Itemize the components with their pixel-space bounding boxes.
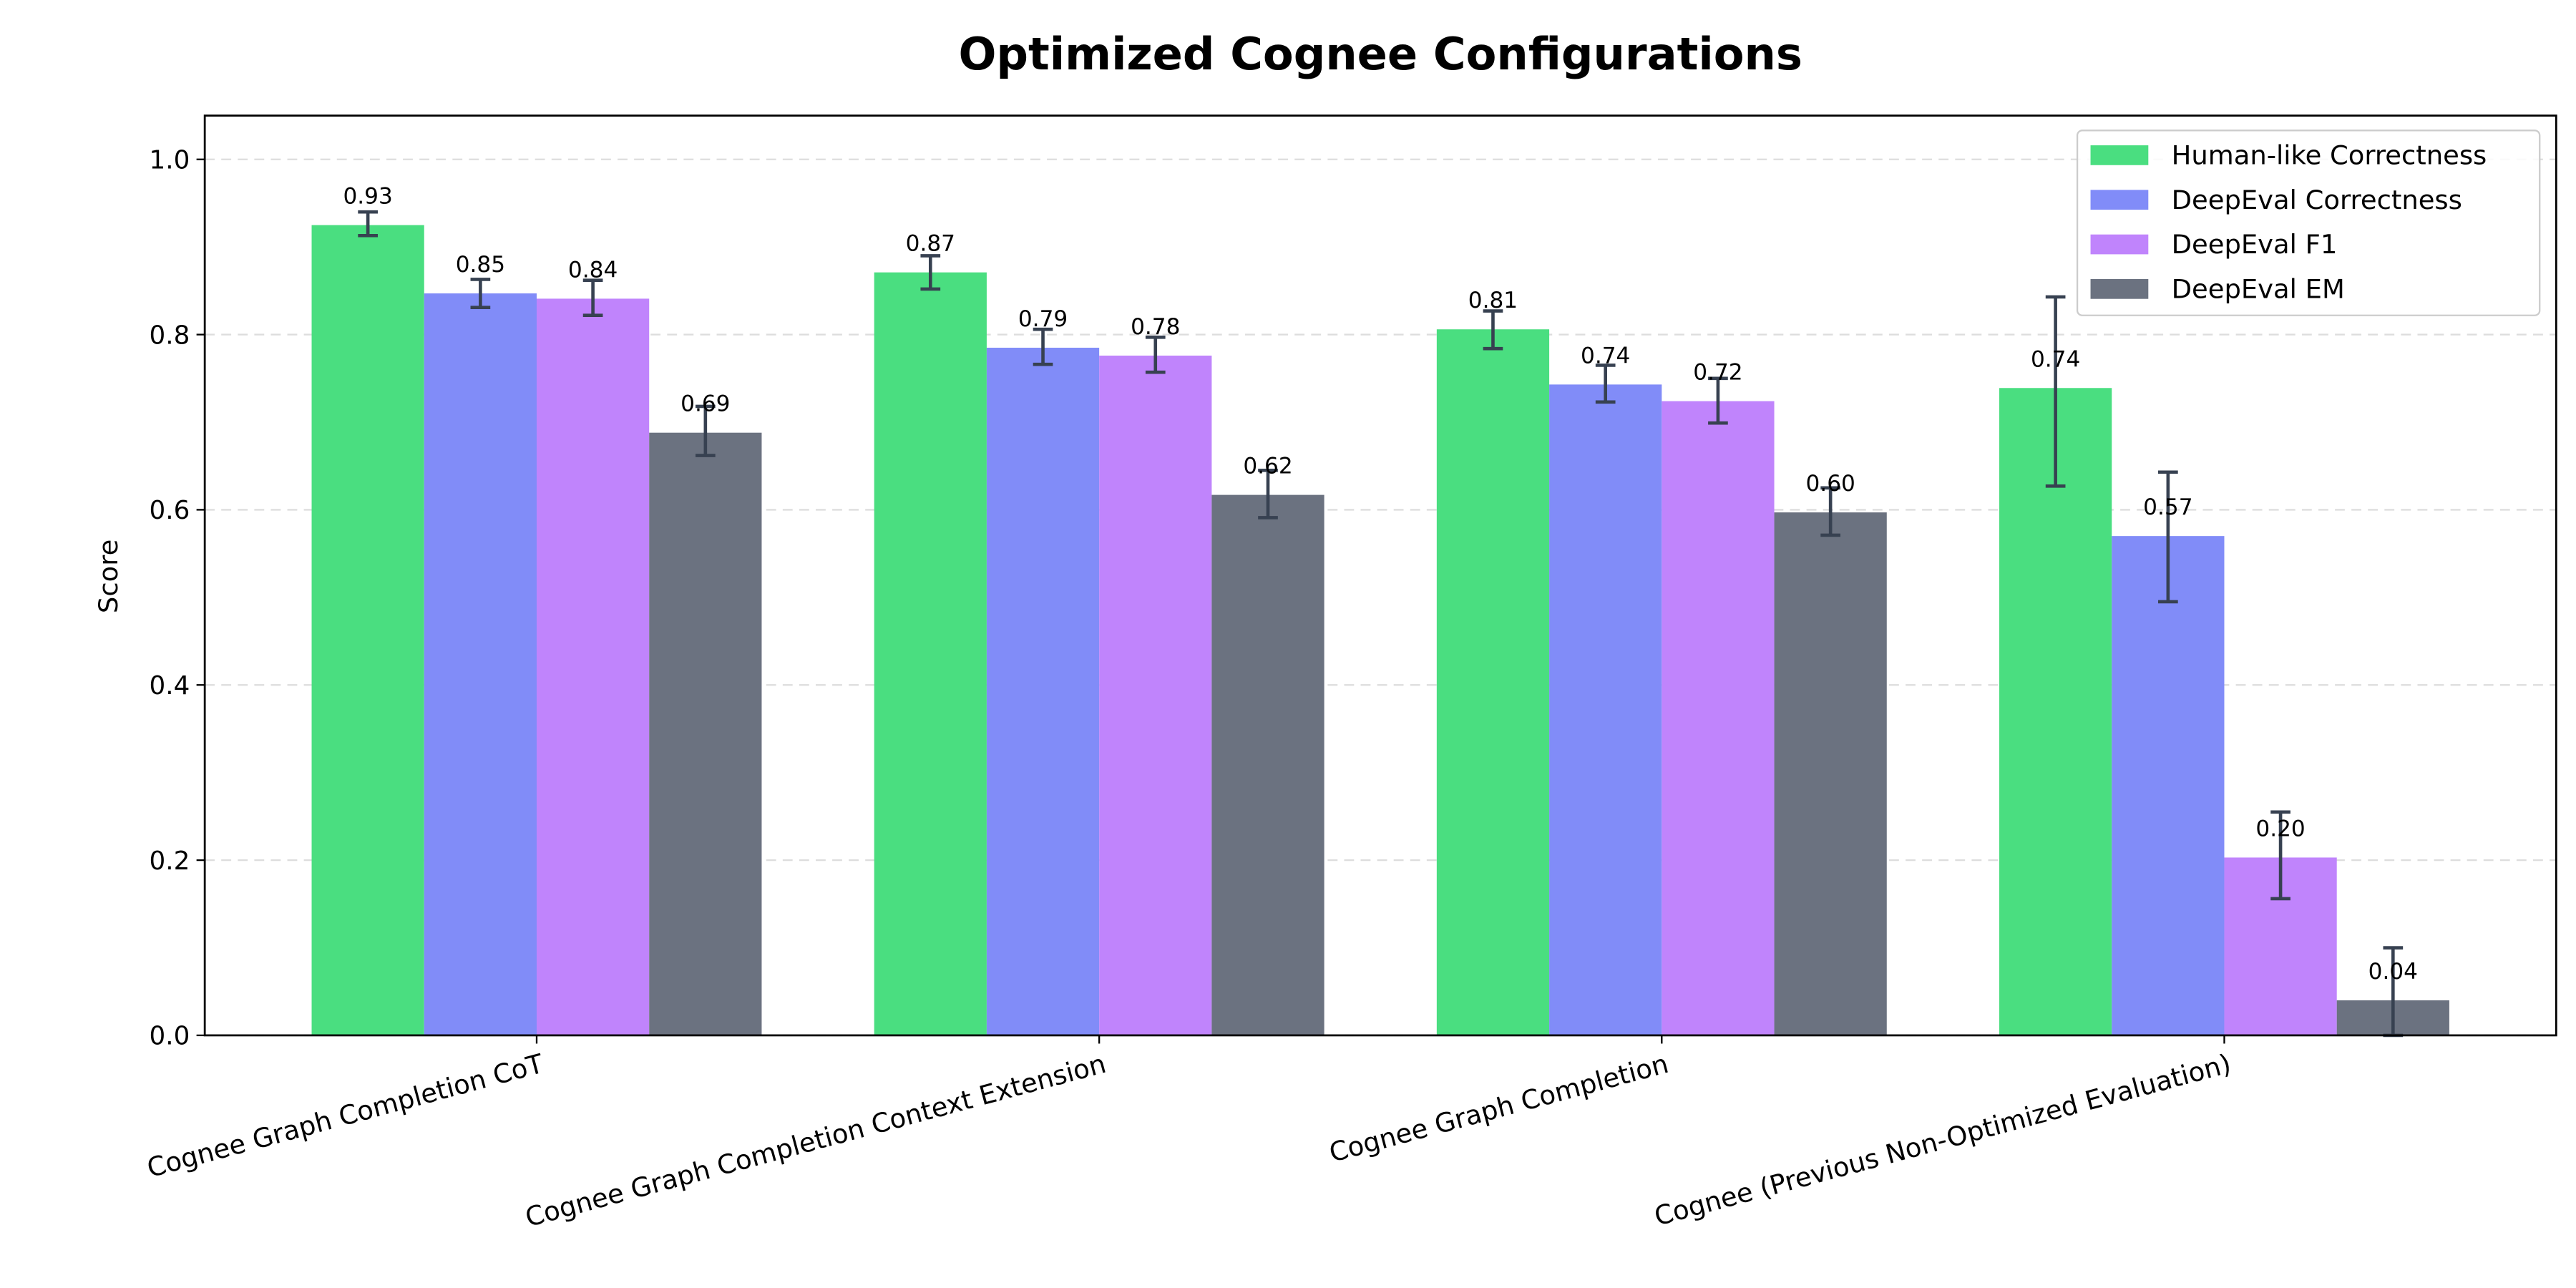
- y-axis-label: Score: [93, 540, 124, 613]
- bar: [536, 298, 650, 1035]
- data-label: 0.85: [456, 252, 505, 278]
- bar: [2112, 536, 2225, 1035]
- bars: [311, 225, 2449, 1035]
- error-bar: [2045, 295, 2066, 488]
- error-bar: [1033, 327, 1053, 366]
- bar: [1549, 384, 1662, 1035]
- bar: [649, 432, 762, 1035]
- legend-box: [2076, 130, 2541, 316]
- data-label: 0.93: [343, 184, 392, 210]
- error-bar: [1258, 469, 1278, 519]
- error-bar: [358, 210, 378, 238]
- data-label: 0.20: [2255, 816, 2305, 841]
- y-tick-label: 0.8: [150, 321, 190, 350]
- legend-swatch: [2090, 190, 2149, 210]
- legend-swatch: [2090, 145, 2149, 165]
- data-label: 0.72: [1693, 360, 1742, 386]
- bar: [1774, 512, 1887, 1035]
- x-tick-label: Cognee Graph Completion Context Extensio…: [522, 1048, 1109, 1233]
- x-tick-label: Cognee Graph Completion CoT: [144, 1048, 547, 1184]
- data-labels: 0.93 0.87 0.81 0.74 0.85 0.79 0.74 0.57 0.84 0.78…: [343, 184, 2418, 985]
- plot-frame: [203, 114, 2557, 1037]
- y-tick-label: 0.6: [150, 496, 190, 525]
- error-bar: [2158, 470, 2178, 604]
- x-tick-label: Cognee (Previous Non-Optimized Evaluatio…: [1651, 1048, 2234, 1232]
- bar: [1999, 388, 2112, 1035]
- x-tick-label: Cognee Graph Completion: [1326, 1048, 1672, 1169]
- y-axis-ticks: 0.0 0.2 0.4 0.6 0.8 1.0: [150, 145, 205, 1051]
- data-label: 0.57: [2143, 494, 2192, 520]
- error-bar: [582, 278, 603, 317]
- legend-label: DeepEval F1: [2172, 229, 2338, 260]
- y-tick-label: 0.2: [150, 847, 190, 876]
- error-bar: [1820, 486, 1841, 537]
- data-label: 0.87: [906, 231, 955, 257]
- y-tick-label: 0.0: [150, 1022, 190, 1051]
- chart-title: Optimized Cognee Configurations: [958, 28, 1802, 80]
- bar: [874, 272, 987, 1035]
- data-label: 0.74: [1581, 343, 1630, 369]
- bar: [986, 347, 1100, 1035]
- error-bar: [1145, 335, 1166, 374]
- error-bar: [1595, 364, 1616, 404]
- bar: [311, 225, 424, 1035]
- error-bar: [1708, 376, 1728, 425]
- data-label: 0.74: [2031, 346, 2080, 372]
- data-label: 0.84: [568, 257, 618, 283]
- bar: [424, 293, 537, 1035]
- legend-label: Human-like Correctness: [2172, 140, 2487, 171]
- error-bar: [2270, 810, 2290, 901]
- data-label: 0.69: [680, 391, 730, 417]
- data-label: 0.81: [1468, 288, 1518, 313]
- bar: [1211, 494, 1324, 1035]
- data-label: 0.60: [1805, 471, 1855, 497]
- bar: [1436, 329, 1550, 1035]
- data-label: 0.04: [2368, 959, 2418, 985]
- data-label: 0.78: [1131, 314, 1180, 340]
- bar: [1099, 355, 1212, 1035]
- error-bars: [358, 210, 2404, 1038]
- y-tick-label: 0.4: [150, 671, 190, 701]
- legend-label: DeepEval EM: [2172, 274, 2345, 305]
- data-label: 0.62: [1243, 454, 1292, 479]
- legend-swatch: [2090, 279, 2149, 299]
- legend: Human-like Correctness DeepEval Correctne…: [2076, 130, 2541, 316]
- error-bar: [920, 254, 941, 291]
- y-tick-label: 1.0: [150, 145, 190, 175]
- data-label: 0.79: [1018, 306, 1068, 332]
- legend-swatch: [2090, 234, 2149, 255]
- bar: [1662, 401, 1775, 1035]
- legend-label: DeepEval Correctness: [2172, 185, 2462, 215]
- error-bar: [1483, 309, 1503, 351]
- error-bar: [695, 404, 716, 457]
- error-bar: [470, 278, 491, 309]
